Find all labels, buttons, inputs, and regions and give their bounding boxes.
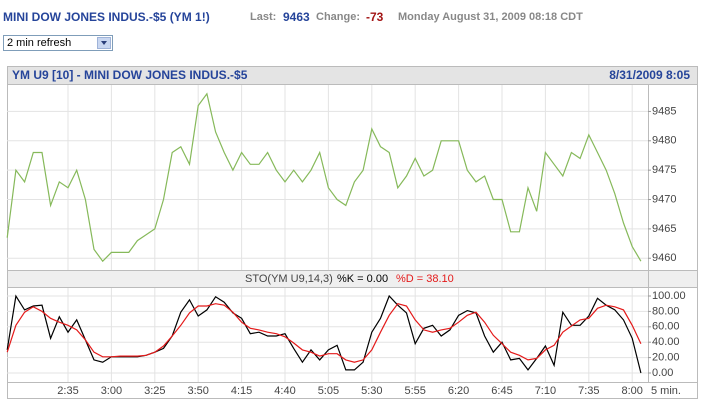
y-tick-label: 9460 bbox=[652, 252, 676, 264]
y-tick-label: 40.00 bbox=[652, 336, 680, 348]
x-tick-label: 2:35 bbox=[57, 385, 78, 397]
y-tick-label: 9470 bbox=[652, 193, 676, 205]
x-tick-label: 4:15 bbox=[231, 385, 252, 397]
x-tick-label: 4:40 bbox=[274, 385, 295, 397]
symbol: MINI DOW JONES INDUS.-$5 (YM 1!) bbox=[3, 10, 210, 24]
refresh-text: 2 min refresh bbox=[7, 37, 72, 49]
x-tick-label: 8:00 bbox=[621, 385, 642, 397]
x-tick-label: 6:45 bbox=[491, 385, 512, 397]
y-tick-label: 60.00 bbox=[652, 321, 680, 333]
x-tick-label: 5:05 bbox=[318, 385, 339, 397]
y-tick-label: 9475 bbox=[652, 164, 676, 176]
y-tick-label: 20.00 bbox=[652, 352, 680, 364]
x-tick-label: 3:50 bbox=[187, 385, 208, 397]
y-tick-label: 0.00 bbox=[652, 367, 673, 379]
chart-title: YM U9 [10] - MINI DOW JONES INDUS.-$5 bbox=[12, 68, 248, 82]
series-line bbox=[6, 92, 642, 263]
y-tick-label: 9480 bbox=[652, 135, 676, 147]
x-axis-label: 5 min. bbox=[651, 385, 681, 397]
indicator-strip bbox=[8, 271, 697, 287]
change-value: -73 bbox=[366, 10, 384, 24]
panel bbox=[7, 66, 698, 399]
panel-header bbox=[8, 67, 697, 84]
x-tick-label: 3:00 bbox=[101, 385, 122, 397]
x-tick-label: 7:10 bbox=[535, 385, 556, 397]
indicator-label: STO(YM U9,14,3) bbox=[245, 273, 333, 285]
x-tick-label: 5:30 bbox=[361, 385, 382, 397]
x-tick-label: 7:35 bbox=[578, 385, 599, 397]
y-tick-label: 100.00 bbox=[652, 290, 686, 302]
last-label: Last: bbox=[250, 11, 277, 23]
dropdown-arrow[interactable] bbox=[97, 37, 111, 49]
last-value: 9463 bbox=[283, 10, 310, 24]
refresh-select[interactable]: 2 min refresh bbox=[3, 35, 113, 51]
k-label: %K = 0.00 bbox=[337, 273, 388, 285]
change-label: Change: bbox=[316, 11, 360, 23]
y-tick-label: 9465 bbox=[652, 223, 676, 235]
y-tick-label: 9485 bbox=[652, 105, 676, 117]
series-line bbox=[6, 303, 642, 363]
date: Monday August 31, 2009 08:18 CDT bbox=[398, 11, 583, 23]
x-tick-label: 3:25 bbox=[144, 385, 165, 397]
x-tick-label: 5:55 bbox=[404, 385, 425, 397]
timestamp: 8/31/2009 8:05 bbox=[609, 68, 690, 82]
y-tick-label: 80.00 bbox=[652, 305, 680, 317]
x-tick-label: 6:20 bbox=[448, 385, 469, 397]
d-label: %D = 38.10 bbox=[396, 273, 454, 285]
